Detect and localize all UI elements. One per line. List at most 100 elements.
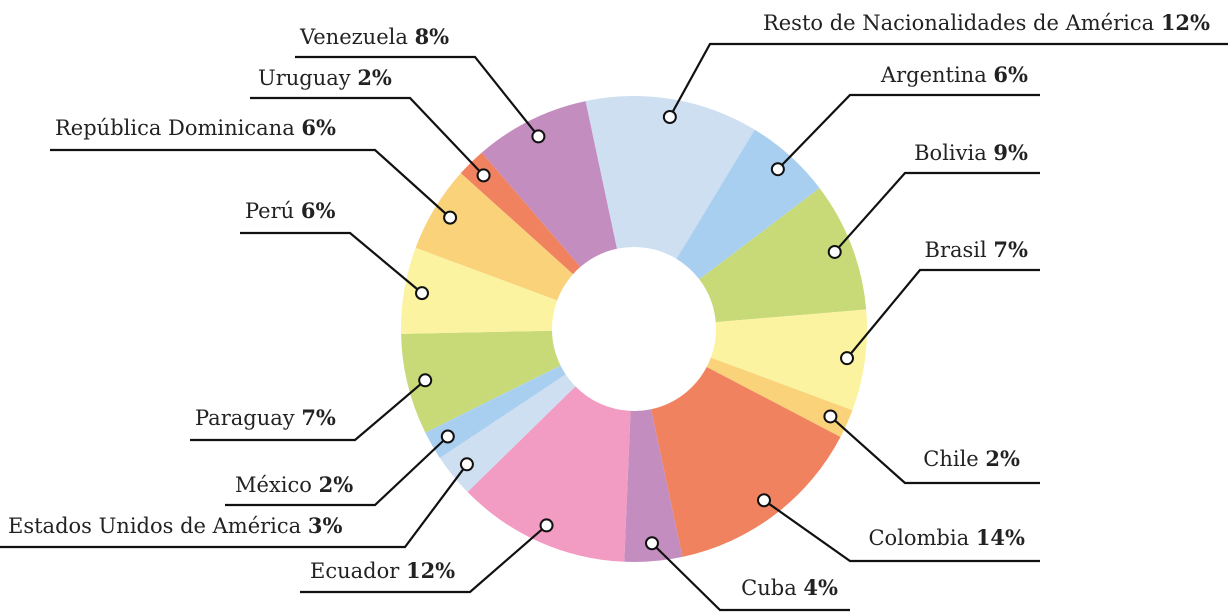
- space: [312, 473, 319, 497]
- leader-dot: [418, 373, 433, 388]
- slice-label: Cuba 4%: [741, 575, 838, 600]
- leader-line: [777, 93, 1040, 170]
- space: [969, 526, 976, 550]
- category-name: Colombia: [868, 526, 969, 550]
- leader-dot: [415, 286, 430, 301]
- slice: [439, 374, 576, 493]
- slice: [699, 188, 867, 323]
- space: [294, 199, 301, 223]
- leader-dot: [443, 210, 458, 225]
- slice-label: Venezuela 8%: [299, 24, 449, 49]
- category-name: Brasil: [925, 238, 987, 262]
- value-label: 2%: [319, 472, 354, 497]
- leader-line: [240, 231, 423, 294]
- space: [987, 238, 994, 262]
- slice-label: Argentina 6%: [880, 62, 1028, 87]
- leader-line: [295, 55, 540, 138]
- slice-label: Ecuador 12%: [310, 558, 455, 583]
- value-label: 4%: [803, 575, 838, 600]
- value-label: 8%: [415, 24, 450, 49]
- category-name: Uruguay: [258, 66, 351, 90]
- slice-label: República Dominicana 6%: [55, 115, 336, 140]
- leader-dot: [440, 429, 455, 444]
- space: [399, 559, 406, 583]
- slice: [401, 330, 561, 433]
- leader-line: [668, 42, 1228, 118]
- leader-line: [833, 171, 1040, 253]
- space: [987, 141, 994, 165]
- slice-label: Perú 6%: [245, 198, 335, 223]
- space: [797, 576, 804, 600]
- value-label: 7%: [993, 237, 1028, 262]
- leader-dot: [756, 493, 771, 508]
- leader-dot: [662, 110, 677, 125]
- slice-label: México 2%: [235, 472, 353, 497]
- space: [408, 25, 415, 49]
- category-name: Chile: [923, 447, 978, 471]
- value-label: 2%: [357, 65, 392, 90]
- space: [987, 63, 994, 87]
- slice: [467, 386, 631, 562]
- space: [351, 66, 358, 90]
- space: [295, 406, 302, 430]
- category-name: República Dominicana: [55, 116, 295, 140]
- category-name: Venezuela: [299, 25, 408, 49]
- slice: [710, 309, 868, 411]
- slice-label: Paraguay 7%: [195, 405, 336, 430]
- slice-label: Bolivia 9%: [914, 140, 1028, 165]
- category-name: Cuba: [741, 576, 797, 600]
- value-label: 9%: [993, 140, 1028, 165]
- leader-dot: [644, 536, 659, 551]
- value-label: 12%: [1161, 10, 1210, 35]
- value-label: 6%: [301, 198, 336, 223]
- category-name: Argentina: [880, 63, 987, 87]
- value-label: 2%: [985, 446, 1020, 471]
- category-name: Resto de Nacionalidades de América: [763, 11, 1154, 35]
- slice: [706, 357, 853, 437]
- leader-line: [763, 499, 1040, 563]
- leader-line: [50, 148, 451, 219]
- slice-label: Uruguay 2%: [258, 65, 392, 90]
- category-name: Ecuador: [310, 559, 400, 583]
- value-label: 6%: [301, 115, 336, 140]
- category-name: Bolivia: [914, 141, 987, 165]
- slice: [624, 409, 683, 562]
- slice: [415, 173, 574, 301]
- slice: [651, 366, 841, 557]
- value-label: 7%: [301, 405, 336, 430]
- leader-dot: [476, 168, 491, 183]
- space: [295, 116, 302, 140]
- category-name: Estados Unidos de América: [8, 514, 301, 538]
- slice: [585, 95, 755, 259]
- slice-label: Estados Unidos de América 3%: [8, 513, 342, 538]
- leader-line: [225, 435, 449, 507]
- value-label: 12%: [406, 558, 455, 583]
- value-label: 3%: [308, 513, 343, 538]
- leader-line: [0, 463, 468, 549]
- slice: [460, 152, 581, 275]
- space: [979, 447, 986, 471]
- slice-label: Colombia 14%: [868, 525, 1025, 550]
- leader-dot: [531, 129, 546, 144]
- leader-dot: [840, 351, 855, 366]
- leader-line: [250, 96, 485, 177]
- leader-line: [300, 524, 548, 594]
- leader-dot: [827, 244, 842, 259]
- slice: [425, 365, 566, 458]
- slice-label: Chile 2%: [923, 446, 1020, 471]
- leader-line: [190, 379, 426, 442]
- leader-dot: [770, 162, 785, 177]
- leader-line: [846, 268, 1040, 359]
- slice-label: Brasil 7%: [925, 237, 1029, 262]
- category-name: México: [235, 473, 312, 497]
- leader-dot: [459, 457, 474, 472]
- category-name: Paraguay: [195, 406, 295, 430]
- leader-dot: [823, 409, 838, 424]
- value-label: 6%: [993, 62, 1028, 87]
- leader-line: [829, 415, 1040, 485]
- slice: [401, 247, 558, 334]
- space: [1154, 11, 1161, 35]
- slice: [481, 101, 617, 267]
- value-label: 14%: [976, 525, 1025, 550]
